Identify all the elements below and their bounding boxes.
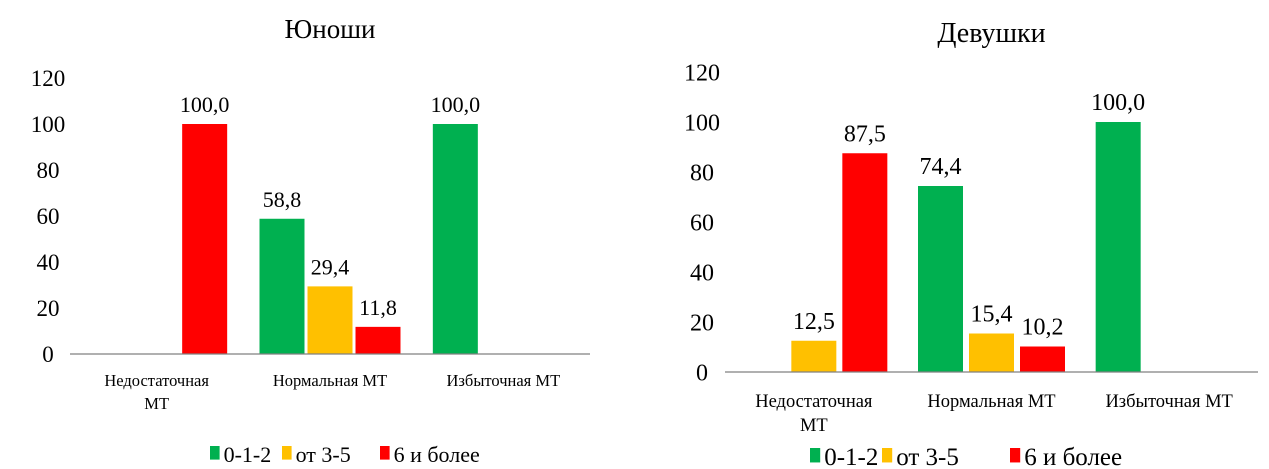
y-tick-label: 120 (31, 66, 66, 91)
category-label: Избыточная МТ (447, 371, 561, 390)
legend-swatch (282, 446, 292, 460)
data-label: 11,8 (359, 295, 397, 320)
bar (355, 326, 401, 354)
legend-label: 0-1-2 (824, 444, 878, 469)
bar (969, 333, 1014, 372)
data-label: 15,4 (971, 302, 1013, 328)
y-tick-label: 120 (684, 60, 720, 86)
data-label: 29,4 (311, 254, 350, 279)
legend-label: 0-1-2 (224, 442, 272, 467)
bar (259, 218, 305, 354)
data-label: 87,5 (844, 121, 886, 147)
category-label: Избыточная МТ (1105, 392, 1232, 412)
legend-swatch (380, 446, 390, 460)
chart-2: Девушки 0 20 40 60 80 100 120 74,4 100,0 12,5 15,4 8… (684, 18, 1258, 469)
chart-title: Девушки (937, 18, 1045, 49)
data-label: 10,2 (1022, 315, 1064, 341)
y-tick-label: 80 (690, 160, 714, 186)
y-tick-label: 0 (42, 342, 54, 367)
category-label: Недостаточная МТ (755, 392, 873, 436)
legend-swatch (210, 446, 220, 460)
y-tick-label: 60 (37, 204, 60, 229)
y-tick-label: 20 (37, 296, 60, 321)
y-tick-label: 100 (31, 112, 66, 137)
y-tick-label: 40 (37, 250, 60, 275)
data-label: 12,5 (793, 309, 835, 335)
bar (842, 153, 888, 372)
bar (182, 124, 228, 354)
bar (432, 124, 478, 354)
legend-swatch (810, 448, 821, 463)
y-tick-label: 20 (690, 310, 714, 336)
legend-swatch (1010, 448, 1021, 463)
category-label: Нормальная МТ (273, 371, 387, 390)
data-label: 58,8 (263, 187, 302, 212)
category-label: Недостаточная МТ (104, 371, 209, 413)
chart-1: Юноши 0 20 40 60 80 100 120 58,8 100,0 29,4 100,0 11… (31, 14, 590, 467)
bar (918, 186, 963, 372)
y-tick-label: 80 (37, 158, 60, 183)
bar (307, 286, 353, 354)
category-label: Нормальная МТ (927, 392, 1055, 412)
legend-label: 6 и более (1024, 444, 1122, 469)
data-label: 100,0 (1091, 90, 1145, 116)
y-tick-label: 100 (684, 110, 720, 136)
bar (791, 340, 837, 372)
y-tick-label: 0 (696, 360, 708, 386)
y-tick-label: 40 (690, 260, 714, 286)
data-label: 74,4 (920, 154, 962, 180)
data-label: 100,0 (431, 92, 481, 117)
legend-swatch (882, 448, 893, 463)
legend-label: от 3-5 (896, 444, 959, 469)
legend-label: 6 и более (394, 442, 480, 467)
chart-title: Юноши (285, 14, 376, 44)
bar (1095, 122, 1141, 372)
bar (1020, 346, 1065, 372)
y-tick-label: 60 (690, 210, 714, 236)
data-label: 100,0 (180, 92, 230, 117)
legend-label: от 3-5 (296, 442, 351, 467)
